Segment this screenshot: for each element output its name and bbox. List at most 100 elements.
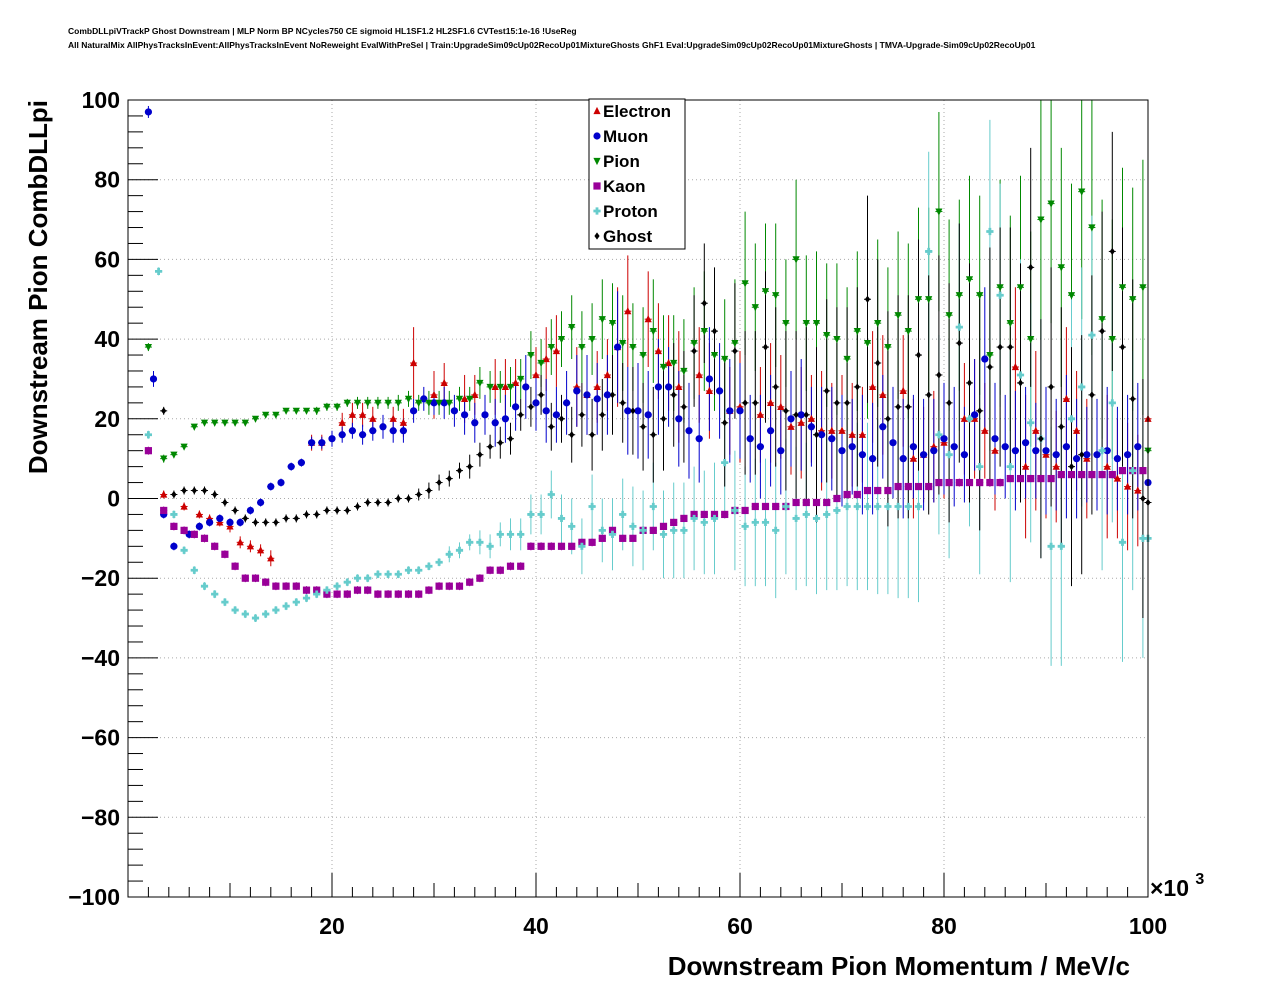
point-muon xyxy=(1052,451,1060,459)
point-ghost xyxy=(1007,343,1013,351)
point-kaon xyxy=(374,590,382,598)
point-muon xyxy=(614,343,622,351)
point-muon xyxy=(277,478,285,487)
point-proton xyxy=(792,514,800,523)
point-muon xyxy=(1093,451,1101,459)
point-proton xyxy=(1067,415,1076,423)
y-tick-label: −100 xyxy=(68,884,120,910)
point-proton xyxy=(670,526,678,534)
point-electron xyxy=(838,426,846,434)
point-ghost xyxy=(671,391,677,399)
point-muon xyxy=(149,375,158,383)
point-muon xyxy=(481,411,489,419)
point-kaon xyxy=(486,566,494,574)
point-ghost xyxy=(1038,435,1044,443)
point-ghost xyxy=(905,403,911,411)
point-proton xyxy=(782,502,790,511)
point-pion xyxy=(608,320,617,328)
point-pion xyxy=(1088,224,1096,232)
point-ghost xyxy=(507,435,514,443)
y-tick-label: −20 xyxy=(81,565,120,591)
point-kaon xyxy=(1139,467,1147,475)
point-kaon xyxy=(353,586,362,594)
point-muon xyxy=(593,395,601,403)
point-pion xyxy=(404,395,413,403)
point-kaon xyxy=(231,562,239,570)
point-ghost xyxy=(956,339,962,347)
legend-marker-proton xyxy=(593,207,601,215)
point-electron xyxy=(624,307,632,315)
point-kaon xyxy=(1027,474,1035,483)
point-kaon xyxy=(833,494,841,503)
point-electron xyxy=(1103,462,1111,470)
point-ghost xyxy=(803,411,809,419)
point-electron xyxy=(644,315,652,323)
point-ghost xyxy=(711,327,718,335)
point-pion xyxy=(200,419,209,427)
point-pion xyxy=(986,351,994,360)
point-electron xyxy=(756,410,764,418)
point-muon xyxy=(389,427,397,435)
point-pion xyxy=(721,355,729,364)
point-kaon xyxy=(1078,470,1086,479)
point-pion xyxy=(568,324,576,332)
point-proton xyxy=(272,606,280,614)
point-electron xyxy=(1124,482,1132,490)
point-ghost xyxy=(283,514,289,523)
point-ghost xyxy=(252,518,259,527)
point-electron xyxy=(267,554,275,562)
point-proton xyxy=(649,502,657,511)
point-proton xyxy=(761,518,770,527)
point-ghost xyxy=(467,463,473,471)
point-pion xyxy=(1067,292,1076,300)
point-muon xyxy=(359,431,367,439)
y-tick-label: 40 xyxy=(94,326,120,352)
point-muon xyxy=(858,451,867,459)
point-ghost xyxy=(171,490,177,499)
point-ghost xyxy=(232,506,238,515)
point-kaon xyxy=(200,534,209,542)
point-ghost xyxy=(793,411,799,419)
point-muon xyxy=(726,407,734,415)
point-proton xyxy=(955,323,963,331)
point-electron xyxy=(461,394,469,402)
point-pion xyxy=(629,343,637,352)
point-proton xyxy=(853,502,861,511)
point-pion xyxy=(680,367,688,376)
point-ghost xyxy=(732,347,738,355)
point-proton xyxy=(639,526,647,534)
point-kaon xyxy=(700,510,708,519)
point-ghost xyxy=(640,423,646,431)
point-proton xyxy=(292,598,300,606)
point-pion xyxy=(812,320,821,328)
point-electron xyxy=(1052,462,1060,470)
point-ghost xyxy=(487,443,493,451)
point-proton xyxy=(843,502,851,511)
point-kaon xyxy=(292,582,300,590)
point-electron xyxy=(879,390,887,398)
point-kaon xyxy=(251,574,260,582)
point-proton xyxy=(690,514,698,523)
point-ghost xyxy=(293,514,299,523)
point-proton xyxy=(466,538,474,546)
point-electron xyxy=(1134,486,1142,494)
point-pion xyxy=(1016,284,1025,292)
point-proton xyxy=(1139,534,1147,542)
point-kaon xyxy=(843,490,851,499)
point-electron xyxy=(491,382,499,391)
point-ghost xyxy=(324,506,330,515)
point-proton xyxy=(659,530,668,538)
point-kaon xyxy=(659,522,668,530)
point-proton xyxy=(476,538,484,546)
point-kaon xyxy=(455,582,464,590)
point-muon xyxy=(257,498,265,507)
point-electron xyxy=(1032,426,1040,434)
point-kaon xyxy=(262,578,270,586)
point-ghost xyxy=(314,510,320,519)
point-pion xyxy=(935,208,943,216)
point-pion xyxy=(384,399,392,407)
point-kaon xyxy=(965,478,974,487)
point-ghost xyxy=(344,506,350,515)
point-muon xyxy=(328,435,336,443)
point-muon xyxy=(899,455,907,463)
